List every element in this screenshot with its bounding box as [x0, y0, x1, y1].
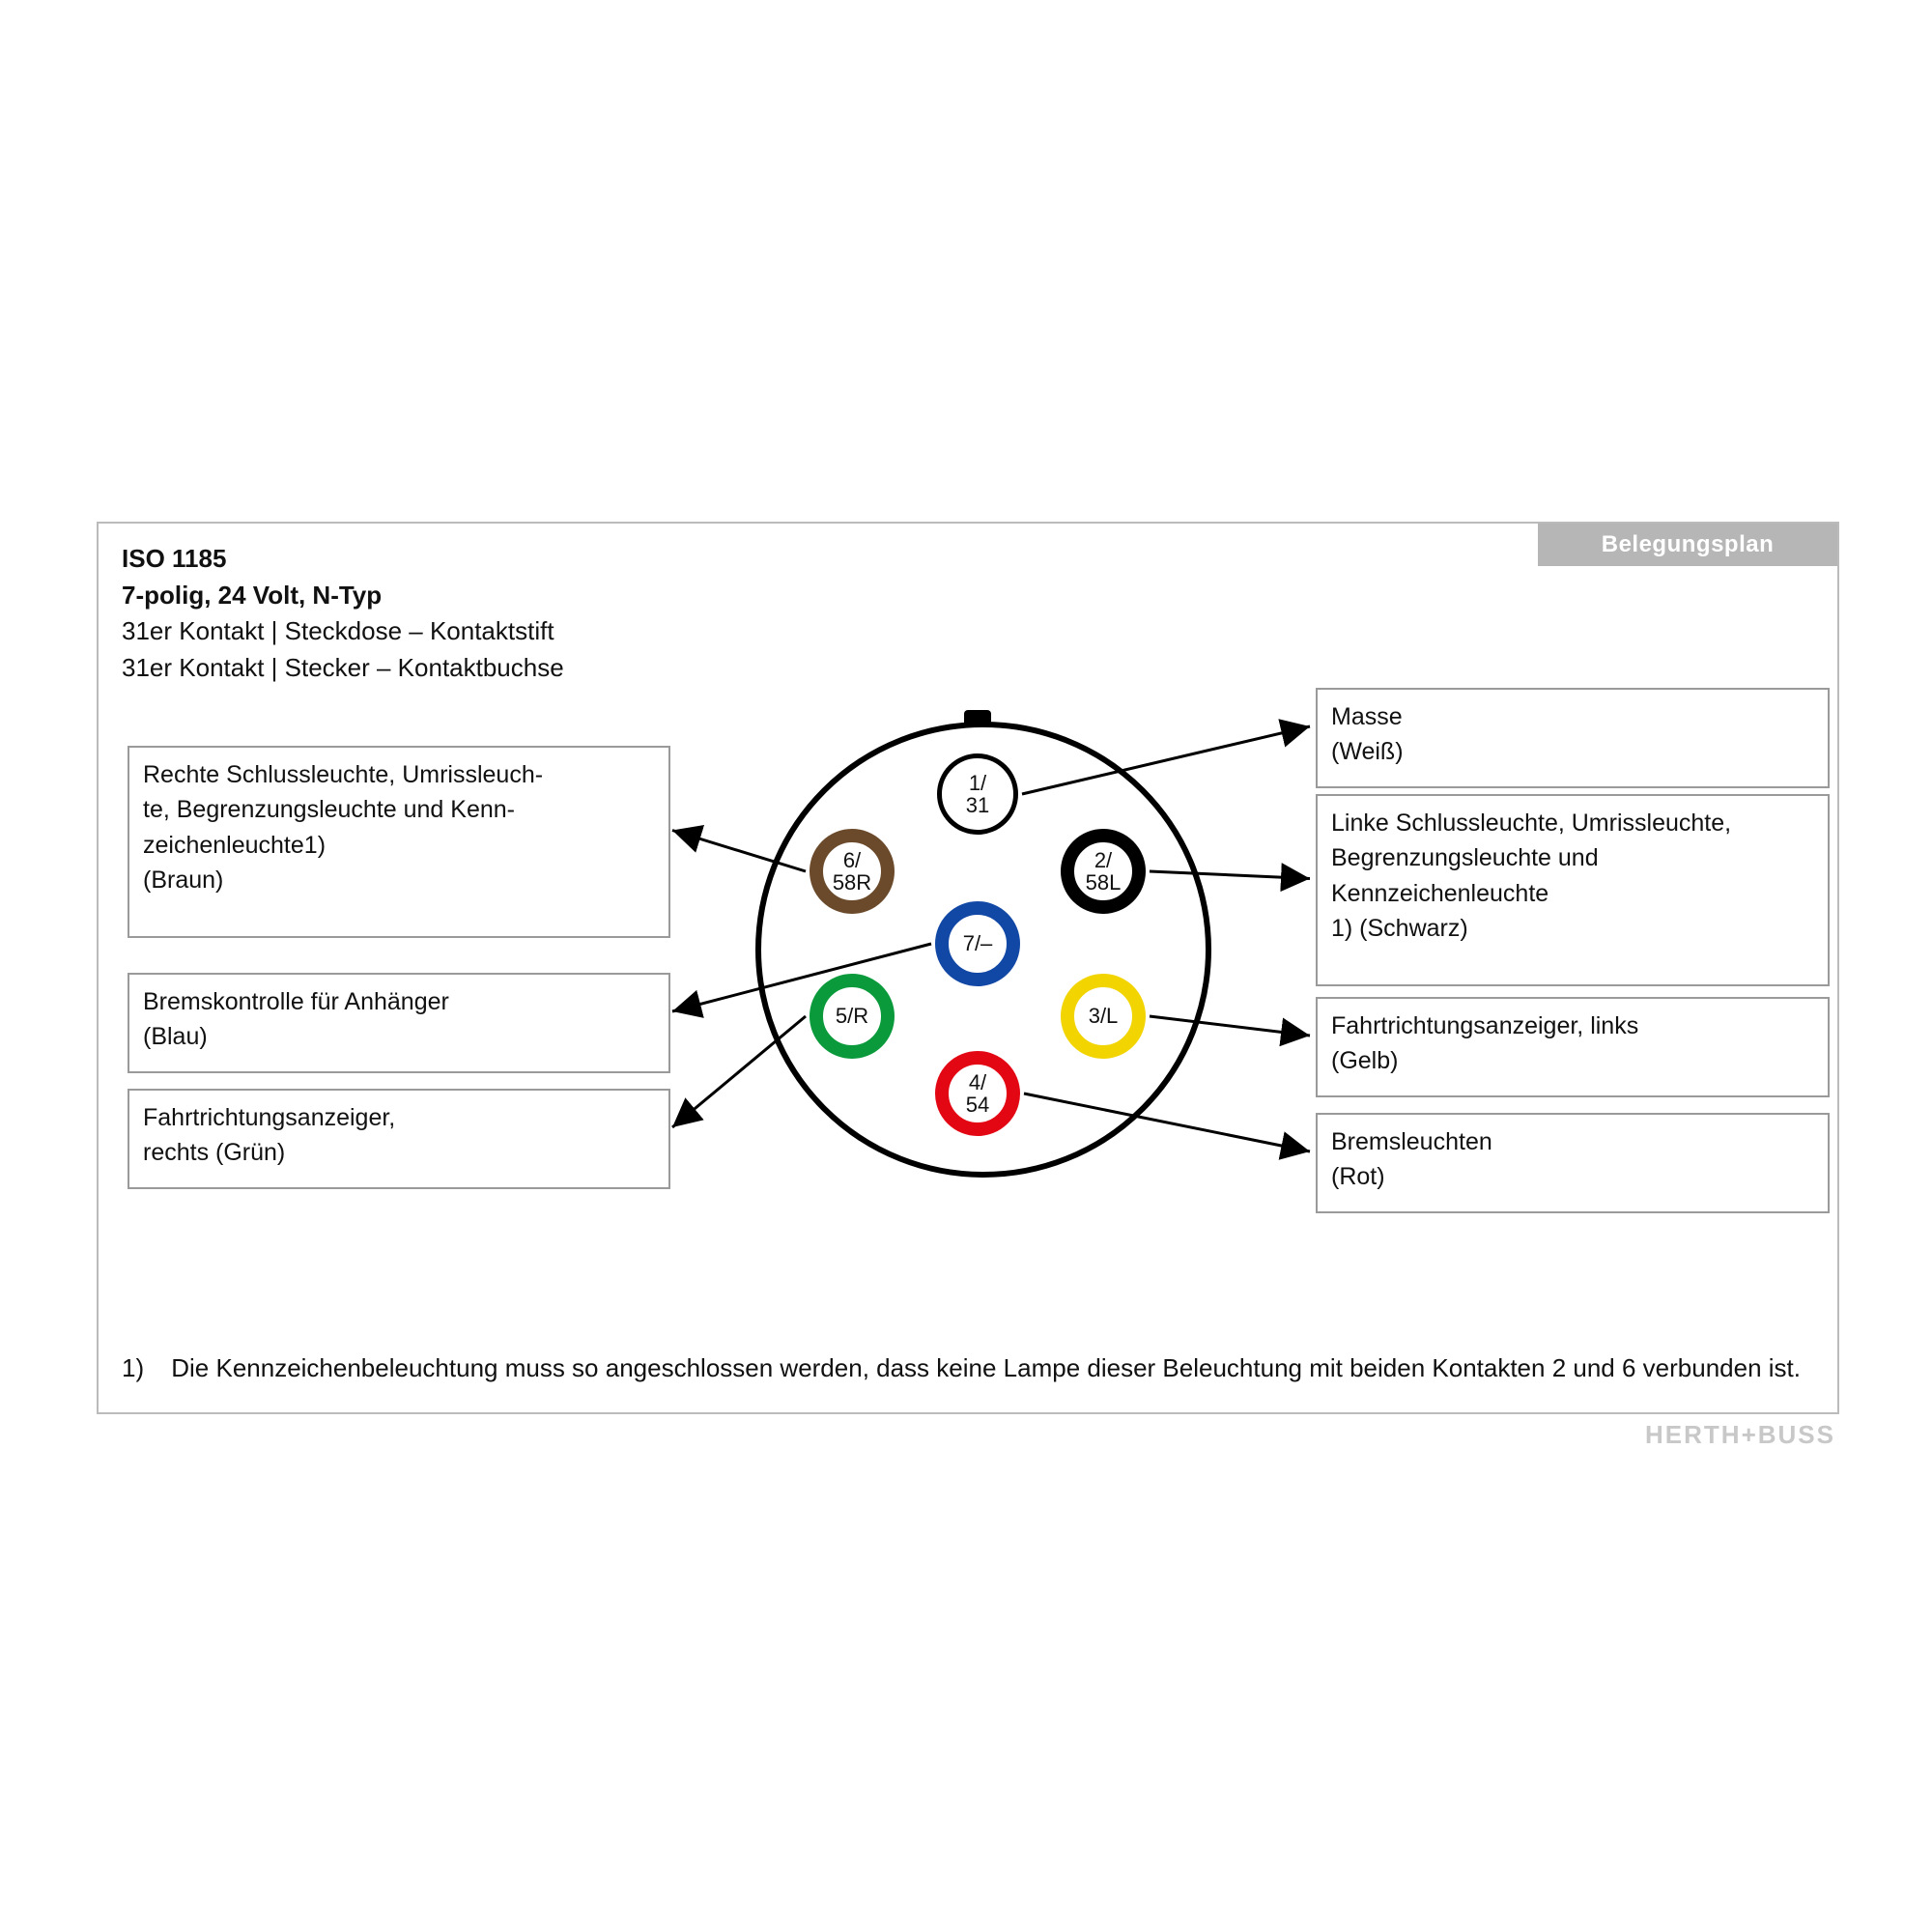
diagram-frame: Belegungsplan ISO 1185 7-polig, 24 Volt,…	[97, 522, 1839, 1414]
arrow-p5-b5	[672, 1016, 806, 1127]
arrow-p7-b7	[672, 944, 931, 1011]
arrow-p3-b3l	[1150, 1016, 1310, 1036]
arrow-p6-b6	[672, 831, 806, 872]
arrow-p1-b1	[1022, 726, 1310, 794]
diagram-canvas: Masse (Weiß)Linke Schlussleuchte, Umriss…	[99, 524, 1837, 1412]
arrows-layer	[99, 524, 1837, 1412]
footnote-text: Die Kennzeichenbeleuchtung muss so anges…	[171, 1353, 1801, 1382]
footnote: 1) Die Kennzeichenbeleuchtung muss so an…	[122, 1349, 1814, 1389]
arrow-p4-b4	[1024, 1094, 1310, 1151]
page: Belegungsplan ISO 1185 7-polig, 24 Volt,…	[0, 0, 1932, 1932]
brand-label: HERTH+BUSS	[97, 1420, 1835, 1450]
footnote-number: 1)	[122, 1349, 164, 1389]
arrow-p2-b2	[1150, 871, 1310, 879]
